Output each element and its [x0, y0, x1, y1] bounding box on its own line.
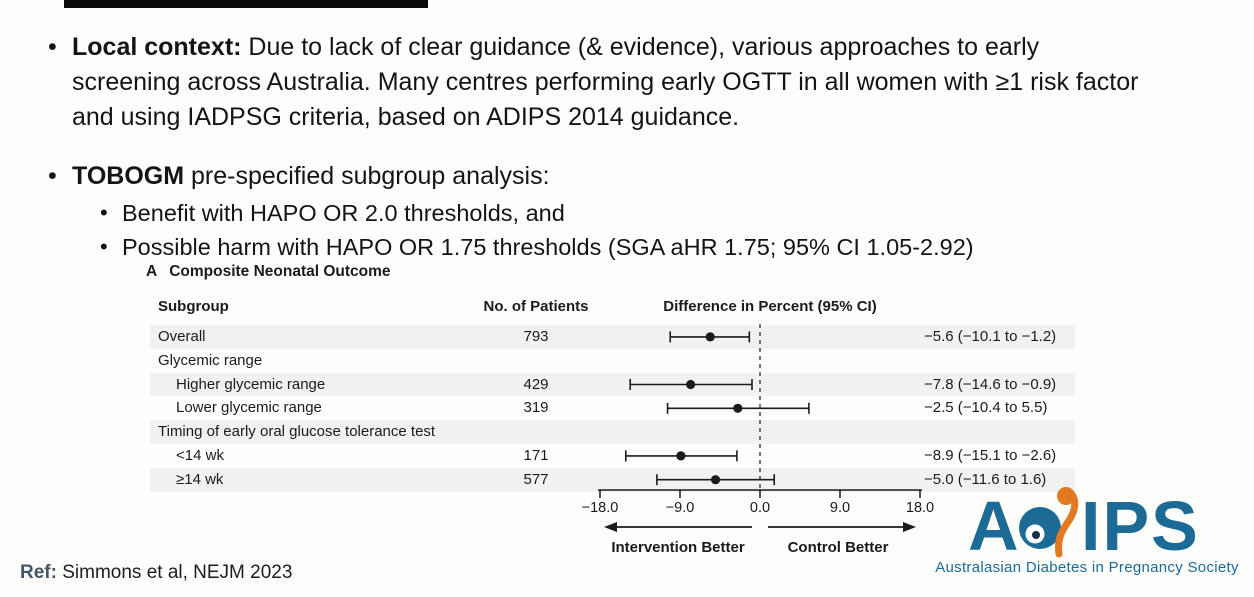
ref-text: Simmons et al, NEJM 2023 [56, 562, 293, 583]
table-row: ≥14 wk 577 −5.0 (−11.6 to 1.6) [150, 467, 1075, 492]
logo-baby-dot [1032, 531, 1040, 539]
row-patient-count: 429 [523, 375, 549, 393]
row-subgroup-label: Overall [158, 328, 206, 345]
row-ci-value: −7.8 (−14.6 to −0.9) [924, 375, 1057, 393]
axis-label-control-better: Control Better [787, 539, 889, 556]
column-header-subgroup: Subgroup [158, 298, 229, 315]
bullet-icon: • [48, 33, 57, 61]
bullet-icon: • [100, 234, 108, 259]
bullet1-lead: Local context: [72, 33, 242, 61]
figure-title-text: Composite Neonatal Outcome [169, 263, 391, 280]
reference-line: Ref: Simmons et al, NEJM 2023 [20, 562, 292, 584]
row-patient-count: 793 [523, 328, 549, 345]
arrow-right-head [903, 522, 916, 532]
table-row: Timing of early oral glucose tolerance t… [150, 420, 1075, 444]
row-patient-count: 577 [523, 470, 549, 488]
bullet-tobogm: TOBOGM pre-specified subgroup analysis: [72, 159, 1172, 194]
row-subgroup-label: Glycemic range [158, 351, 263, 369]
logo-comma-tail [1055, 488, 1079, 558]
row-ci-value: −5.6 (−10.1 to −1.2) [924, 328, 1057, 345]
row-subgroup-label: ≥14 wk [176, 470, 224, 488]
column-header-patients: No. of Patients [483, 298, 589, 315]
x-axis-tick-label: 18.0 [905, 500, 935, 516]
x-axis-tick-label: 0.0 [749, 500, 771, 516]
figure-panel-label: A [146, 263, 158, 280]
top-bar [64, 0, 428, 8]
table-row: Higher glycemic range 429 −7.8 (−14.6 to −… [150, 372, 1075, 397]
table-row: Glycemic range [150, 349, 1075, 373]
row-subgroup-label: Higher glycemic range [176, 375, 326, 393]
logo-letters-ips: IPS [1081, 487, 1200, 562]
row-patient-count: 319 [523, 399, 549, 417]
adips-logo: A IPS [968, 487, 1200, 562]
sub-bullet-harm: Possible harm with HAPO OR 1.75 threshol… [122, 234, 974, 260]
row-subgroup-label: <14 wk [176, 447, 224, 464]
x-axis-tick-label: −18.0 [581, 500, 619, 516]
bullet2-lead: TOBOGM [72, 162, 185, 190]
figure-title: A Composite Neonatal Outcome [146, 263, 391, 281]
axis-label-intervention-better: Intervention Better [611, 539, 745, 556]
x-axis-tick-label: 9.0 [829, 500, 851, 516]
bullet1-body: Due to lack of clear guidance (& evidenc… [72, 33, 1139, 131]
logo-letter-a: A [968, 487, 1019, 562]
bullet-icon: • [48, 162, 57, 190]
column-header-difference: Difference in Percent (95% CI) [663, 298, 877, 315]
bullet2-body: pre-specified subgroup analysis: [184, 162, 550, 190]
row-subgroup-label: Lower glycemic range [176, 399, 322, 417]
table-row: Overall 793 −5.6 (−10.1 to −1.2) [150, 325, 1075, 349]
logo-tagline: Australasian Diabetes in Pregnancy Socie… [935, 559, 1239, 576]
sub-bullet-benefit: Benefit with HAPO OR 2.0 thresholds, and [122, 200, 565, 226]
bullet-local-context: Local context: Due to lack of clear guid… [72, 30, 1154, 135]
table-row: <14 wk 171 −8.9 (−15.1 to −2.6) [150, 444, 1075, 468]
row-subgroup-label: Timing of early oral glucose tolerance t… [158, 423, 436, 441]
row-ci-value: −8.9 (−15.1 to −2.6) [924, 447, 1057, 464]
bullet-icon: • [100, 200, 108, 225]
ref-label: Ref: [20, 562, 57, 583]
table-row: Lower glycemic range 319 −2.5 (−10.4 to 5.… [150, 396, 1075, 420]
row-ci-value: −5.0 (−11.6 to 1.6) [924, 470, 1047, 488]
row-ci-value: −2.5 (−10.4 to 5.5) [924, 399, 1048, 417]
row-patient-count: 171 [523, 447, 549, 464]
arrow-left-head [604, 522, 617, 532]
x-axis-tick-label: −9.0 [665, 500, 695, 516]
